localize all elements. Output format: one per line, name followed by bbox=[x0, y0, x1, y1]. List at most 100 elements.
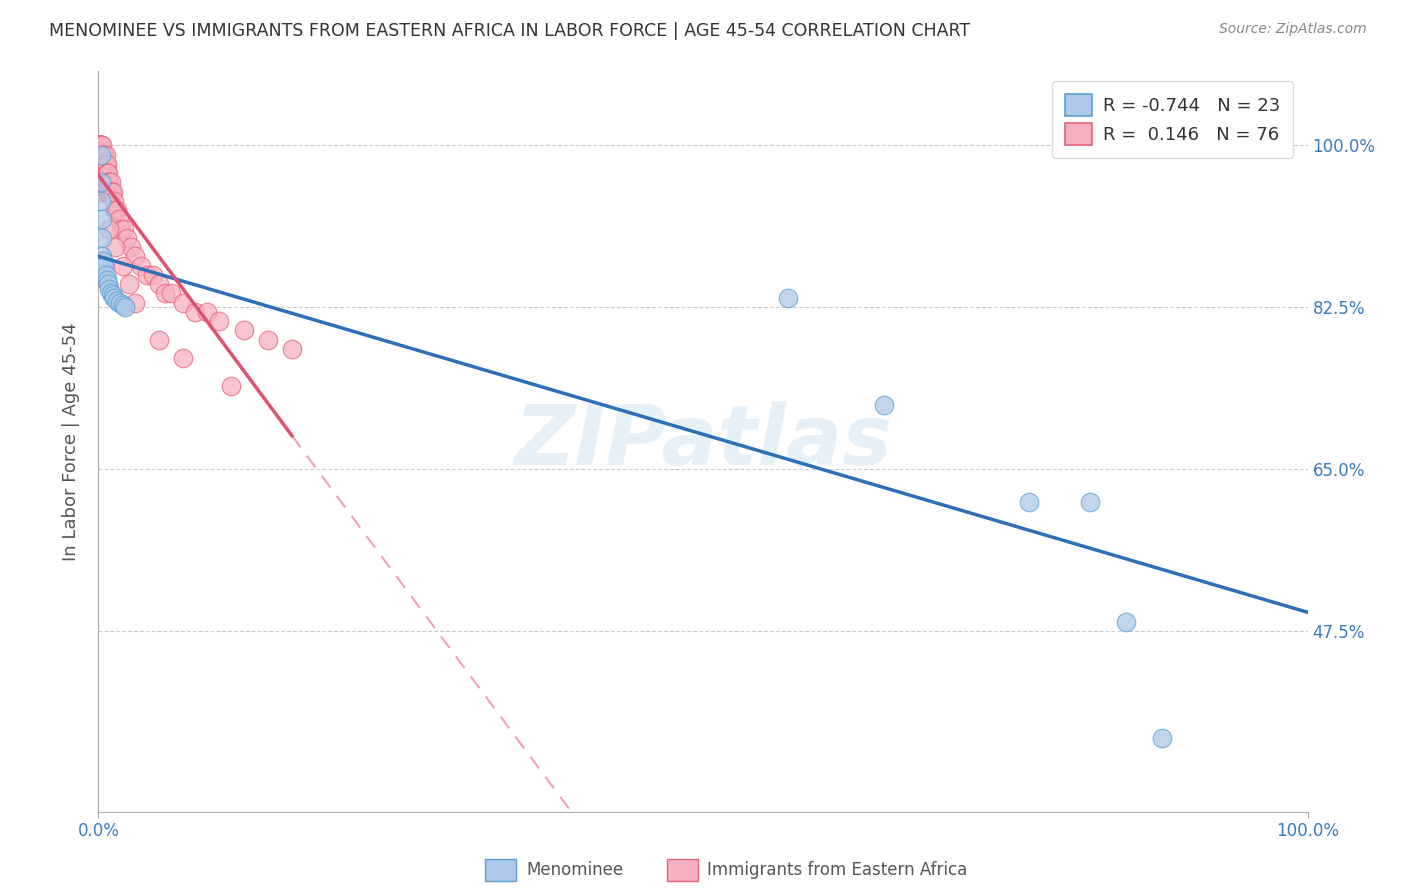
Point bbox=[93, 166, 115, 180]
Point bbox=[89, 138, 111, 153]
Point bbox=[91, 259, 114, 273]
Point bbox=[98, 175, 121, 190]
Point bbox=[93, 185, 115, 199]
Point bbox=[93, 147, 115, 161]
Point bbox=[97, 277, 120, 292]
Point bbox=[97, 185, 120, 199]
Point bbox=[129, 259, 152, 273]
Point bbox=[90, 157, 112, 171]
Point bbox=[89, 138, 111, 153]
Point bbox=[124, 250, 146, 264]
Point bbox=[94, 157, 117, 171]
Point bbox=[91, 166, 114, 180]
Point bbox=[96, 185, 118, 199]
Point bbox=[89, 138, 111, 153]
Point bbox=[89, 138, 111, 153]
Point bbox=[142, 268, 165, 282]
Point bbox=[91, 250, 114, 264]
Point bbox=[91, 157, 114, 171]
Point bbox=[108, 212, 131, 227]
Text: ZIPatlas: ZIPatlas bbox=[515, 401, 891, 482]
Point bbox=[118, 277, 141, 292]
Point bbox=[89, 138, 111, 153]
Point bbox=[90, 175, 112, 190]
Point bbox=[103, 291, 125, 305]
Point bbox=[94, 268, 117, 282]
Point bbox=[91, 231, 114, 245]
Point bbox=[873, 398, 896, 412]
Point bbox=[91, 175, 114, 190]
Point bbox=[91, 254, 114, 268]
Point bbox=[111, 259, 134, 273]
Point bbox=[91, 175, 114, 190]
Point bbox=[89, 147, 111, 161]
Point bbox=[91, 185, 114, 199]
Point bbox=[97, 175, 120, 190]
Text: Menominee: Menominee bbox=[526, 861, 623, 879]
Point bbox=[135, 268, 157, 282]
Point bbox=[91, 138, 114, 153]
Point bbox=[100, 175, 122, 190]
Point bbox=[98, 221, 121, 235]
Point bbox=[93, 259, 115, 273]
Point bbox=[104, 240, 127, 254]
Point bbox=[96, 166, 118, 180]
Point bbox=[96, 175, 118, 190]
Point bbox=[91, 166, 114, 180]
Point bbox=[221, 379, 243, 393]
Point bbox=[90, 138, 112, 153]
Point bbox=[124, 295, 146, 310]
Point bbox=[98, 282, 121, 296]
Point bbox=[160, 286, 183, 301]
Point bbox=[103, 194, 125, 208]
Point bbox=[90, 147, 112, 161]
Point bbox=[94, 147, 117, 161]
Point bbox=[117, 231, 139, 245]
Point bbox=[101, 288, 124, 302]
Point bbox=[108, 295, 131, 310]
Point bbox=[91, 185, 114, 199]
Point bbox=[94, 166, 117, 180]
Point bbox=[91, 212, 114, 227]
Point bbox=[148, 333, 170, 347]
Point bbox=[100, 286, 122, 301]
Point bbox=[153, 286, 176, 301]
Point bbox=[90, 138, 112, 153]
Point bbox=[90, 147, 112, 161]
Point bbox=[105, 203, 128, 218]
Point bbox=[1018, 494, 1040, 508]
Text: Source: ZipAtlas.com: Source: ZipAtlas.com bbox=[1219, 22, 1367, 37]
Point bbox=[120, 240, 142, 254]
Point bbox=[89, 138, 111, 153]
Point bbox=[114, 301, 136, 315]
Point bbox=[112, 221, 135, 235]
Point bbox=[105, 293, 128, 308]
Point bbox=[90, 194, 112, 208]
Point bbox=[184, 305, 207, 319]
Text: MENOMINEE VS IMMIGRANTS FROM EASTERN AFRICA IN LABOR FORCE | AGE 45-54 CORRELATI: MENOMINEE VS IMMIGRANTS FROM EASTERN AFR… bbox=[49, 22, 970, 40]
Point bbox=[1152, 731, 1174, 745]
Point bbox=[172, 295, 194, 310]
Point bbox=[281, 342, 304, 356]
Point bbox=[90, 166, 112, 180]
Point bbox=[776, 291, 799, 305]
Point bbox=[1078, 494, 1101, 508]
Point bbox=[94, 175, 117, 190]
Point bbox=[110, 221, 132, 235]
Point bbox=[93, 175, 115, 190]
Point bbox=[96, 272, 118, 286]
Point bbox=[100, 185, 122, 199]
Point bbox=[91, 147, 114, 161]
Point bbox=[100, 185, 122, 199]
Point bbox=[256, 333, 278, 347]
Point bbox=[104, 203, 127, 218]
Point bbox=[97, 166, 120, 180]
Point bbox=[96, 157, 118, 171]
Point bbox=[195, 305, 218, 319]
Point bbox=[93, 157, 115, 171]
Point bbox=[232, 323, 254, 337]
Point bbox=[91, 147, 114, 161]
Point bbox=[208, 314, 231, 328]
Y-axis label: In Labor Force | Age 45-54: In Labor Force | Age 45-54 bbox=[62, 322, 80, 561]
Text: Immigrants from Eastern Africa: Immigrants from Eastern Africa bbox=[707, 861, 967, 879]
